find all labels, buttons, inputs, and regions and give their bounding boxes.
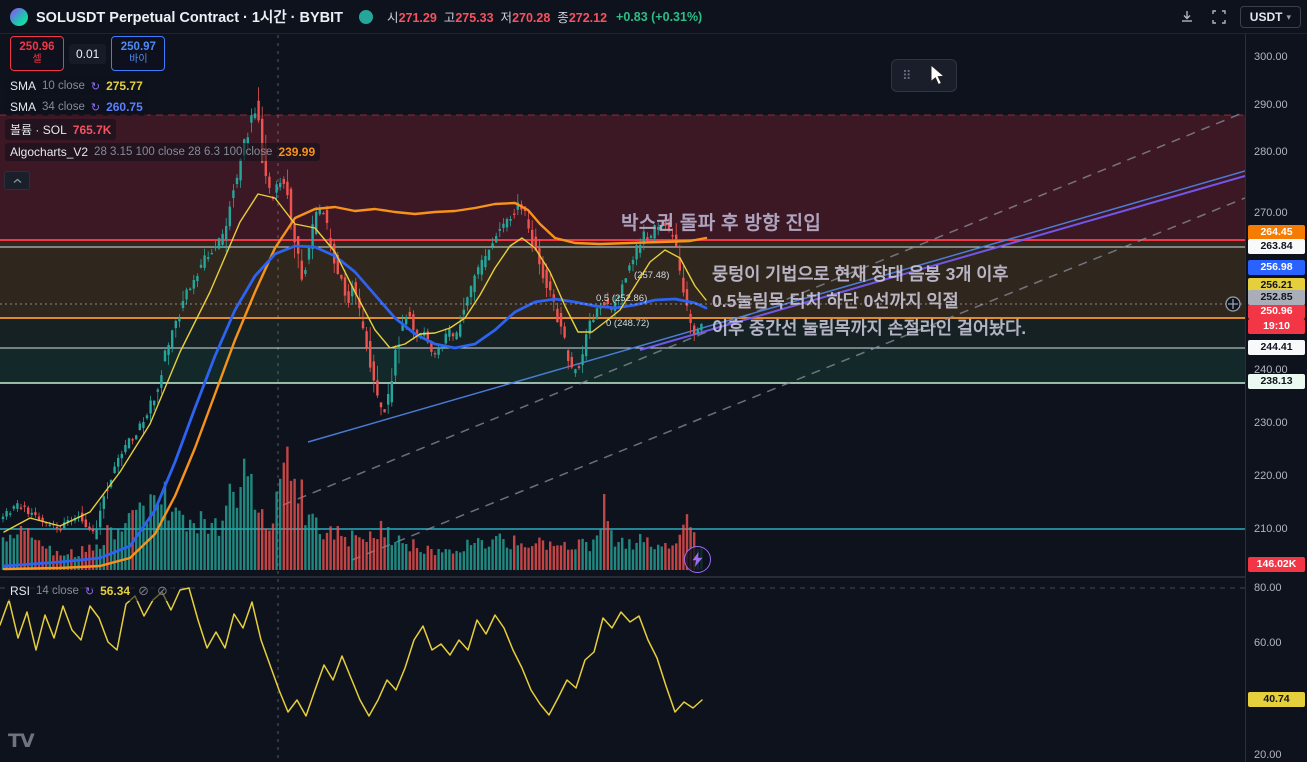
buy-label: 바이	[129, 54, 148, 66]
rsi-name: RSI	[10, 584, 31, 598]
price-axis-badge: 252.85	[1248, 290, 1305, 305]
change-value: +0.83 (+0.31%)	[616, 9, 703, 24]
price-axis-badge: 244.41	[1248, 340, 1305, 355]
annotation-strategy-line1: 뭉텅이 기법으로 현재 장대 음봉 3개 이후	[712, 264, 1009, 284]
crosshair-target-icon[interactable]	[1224, 295, 1242, 318]
volume-name: 볼륨 · SOL	[10, 123, 67, 137]
lightning-icon	[692, 552, 703, 567]
legend-volume[interactable]: 볼륨 · SOL 765.7K	[5, 119, 117, 140]
high-value: 275.33	[455, 11, 494, 25]
price-tick: 240.00	[1254, 364, 1288, 376]
price-axis-badge: 146.02K	[1248, 557, 1305, 572]
collapse-legend-button[interactable]	[4, 171, 30, 190]
ohlc-legend: 시271.29 고275.33 저270.28 종272.12 +0.83 (+…	[387, 7, 702, 26]
high-label: 고	[443, 11, 456, 25]
price-axis-badge: 256.98	[1248, 260, 1305, 275]
annotation-box-breakout: 박스권 돌파 후 방향 진입	[621, 213, 822, 234]
tradingview-logo[interactable]: TV	[8, 730, 35, 752]
price-axis-badge: 19:10	[1248, 319, 1305, 334]
price-tick: 290.00	[1254, 99, 1288, 111]
price-axis-badge: 238.13	[1248, 374, 1305, 389]
annotation-strategy: 뭉텅이 기법으로 현재 장대 음봉 3개 이후 0.5눌림목 터치 하단 0선까…	[712, 261, 1026, 342]
price-scale[interactable]: 300.00 290.00 280.00 270.00 240.00 230.00 220.…	[1245, 34, 1307, 762]
sma34-value: 260.75	[106, 100, 143, 114]
indicator-level-label: 0 (248.72)	[606, 318, 650, 329]
close-label: 종	[557, 11, 569, 25]
symbol-title[interactable]: SOLUSDT Perpetual Contract · 1시간 · BYBIT	[36, 10, 344, 26]
sma10-value: 275.77	[106, 79, 143, 93]
chevron-down-icon: ▾	[1286, 11, 1291, 22]
price-tick: 280.00	[1254, 146, 1288, 158]
quantity-field[interactable]: 0.01	[69, 43, 107, 64]
close-value: 272.12	[568, 11, 608, 25]
price-tick: 210.00	[1254, 523, 1288, 535]
legend-algocharts[interactable]: Algocharts_V2 28 3.15 100 close 28 6.3 1…	[5, 143, 321, 161]
legend-sma10[interactable]: SMA 10 close ↻ 275.77	[5, 77, 148, 95]
open-label: 시	[387, 11, 399, 25]
price-tick: 60.00	[1254, 637, 1282, 649]
algocharts-value: 239.99	[278, 145, 316, 159]
sma10-name: SMA	[10, 79, 37, 93]
sma34-name: SMA	[10, 100, 37, 114]
legend-sma34[interactable]: SMA 34 close ↻ 260.75	[5, 98, 148, 116]
refresh-icon: ↻	[84, 585, 95, 598]
pane-separator[interactable]	[0, 576, 1307, 578]
pane-drag-handle[interactable]: ⠿	[891, 59, 957, 92]
price-axis-badge: 264.45	[1248, 225, 1305, 240]
algocharts-name: Algocharts_V2	[10, 145, 89, 159]
price-axis-badge: 40.74	[1248, 692, 1305, 707]
annotation-strategy-line3: 이후 중간선 눌림목까지 손절라인 걸어놨다.	[712, 318, 1027, 338]
indicator-settings-icon[interactable]: ⊘	[157, 583, 168, 598]
top-toolbar: SOLUSDT Perpetual Contract · 1시간 · BYBIT…	[0, 0, 1307, 34]
currency-label: USDT	[1249, 10, 1283, 24]
price-axis-badge: 256.21	[1248, 278, 1305, 293]
drag-dots-icon: ⠿	[902, 67, 913, 83]
low-value: 270.28	[512, 11, 551, 25]
legend-rsi[interactable]: RSI 14 close ↻ 56.34 ⊘ ⊘	[5, 581, 173, 601]
currency-dropdown[interactable]: USDT ▾	[1239, 6, 1301, 28]
price-axis-badge: 263.84	[1248, 239, 1305, 254]
refresh-icon: ↻	[90, 80, 101, 93]
sma10-params: 10 close	[42, 80, 85, 92]
price-tick: 230.00	[1254, 417, 1288, 429]
sell-label: 셀	[32, 54, 42, 66]
price-tick: 300.00	[1254, 51, 1288, 63]
download-icon	[1181, 11, 1192, 22]
buy-button[interactable]: 250.97 바이	[111, 36, 166, 71]
price-tick: 220.00	[1254, 470, 1288, 482]
connection-status-icon[interactable]	[359, 9, 374, 24]
open-value: 271.29	[398, 11, 437, 25]
hide-indicator-icon[interactable]: ⊘	[138, 583, 150, 598]
price-axis-badge: 250.96	[1248, 304, 1305, 319]
price-tick: 80.00	[1254, 582, 1282, 594]
download-button[interactable]	[1176, 6, 1198, 28]
algocharts-params: 28 3.15 100 close 28 6.3 100 close	[94, 146, 273, 158]
price-tick: 20.00	[1254, 749, 1282, 761]
sell-price: 250.96	[19, 41, 55, 54]
price-tick: 270.00	[1254, 207, 1288, 219]
rsi-legend: RSI 14 close ↻ 56.34 ⊘ ⊘	[5, 581, 173, 604]
indicator-level-label: 0.5 (252.86)	[596, 293, 648, 304]
trade-panel: 250.96 셀 0.01 250.97 바이	[10, 36, 166, 71]
indicator-legend: SMA 10 close ↻ 275.77 SMA 34 close ↻ 260…	[5, 77, 321, 164]
rsi-params: 14 close	[36, 585, 79, 597]
sol-logo-icon	[10, 7, 28, 26]
sell-button[interactable]: 250.96 셀	[10, 36, 64, 71]
chevron-up-icon	[13, 178, 21, 183]
quick-trade-button[interactable]	[684, 546, 711, 573]
volume-value: 765.7K	[72, 122, 112, 137]
buy-price: 250.97	[120, 41, 156, 54]
rsi-value: 56.34	[100, 584, 131, 598]
refresh-icon: ↻	[90, 101, 101, 114]
sma34-params: 34 close	[42, 101, 85, 113]
fullscreen-button[interactable]	[1208, 6, 1230, 28]
fullscreen-icon	[1212, 10, 1226, 24]
indicator-level-label: (257.48)	[634, 270, 670, 281]
low-label: 저	[500, 11, 513, 25]
annotation-strategy-line2: 0.5눌림목 터치 하단 0선까지 익절	[712, 291, 959, 311]
